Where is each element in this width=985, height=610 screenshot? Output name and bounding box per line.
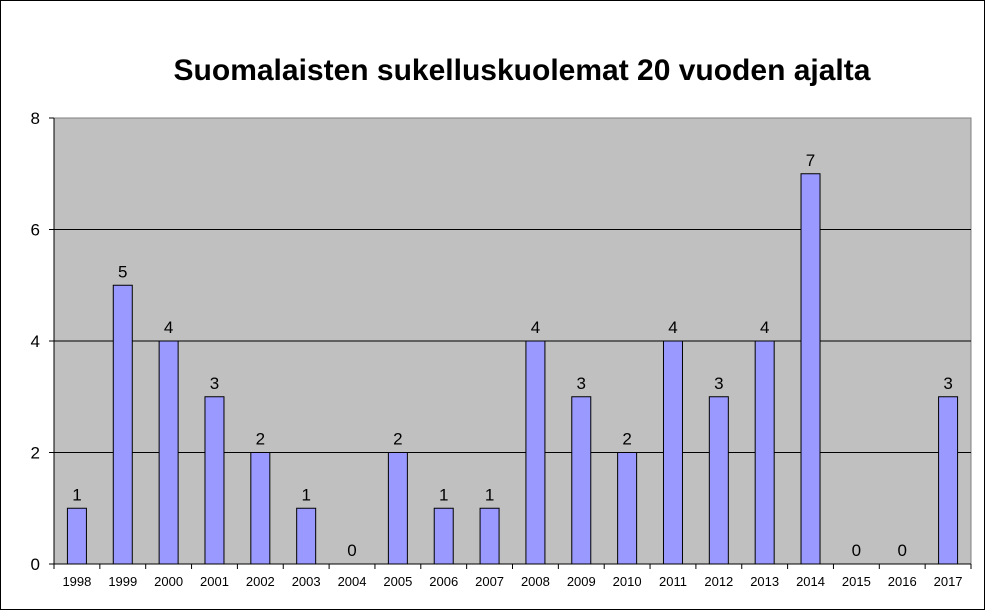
x-tick-label-2006: 2006 — [429, 574, 458, 589]
data-label-2002: 2 — [256, 430, 265, 449]
x-tick-label-2011: 2011 — [659, 574, 687, 589]
data-label-1999: 5 — [118, 262, 127, 281]
data-label-1998: 1 — [72, 485, 81, 504]
x-tick-label-2001: 2001 — [200, 574, 229, 589]
x-tick-label-2016: 2016 — [888, 574, 917, 589]
data-label-2003: 1 — [301, 485, 310, 504]
data-label-2016: 0 — [897, 541, 906, 560]
bar-2013 — [754, 340, 775, 565]
data-label-2013: 4 — [760, 318, 769, 337]
data-label-2007: 1 — [485, 485, 494, 504]
x-tick-label-1998: 1998 — [62, 574, 91, 589]
bar-2012 — [708, 396, 729, 565]
x-tick-label-1999: 1999 — [108, 574, 137, 589]
bar-2008 — [525, 340, 546, 565]
data-label-2011: 4 — [668, 318, 677, 337]
bar-2000 — [158, 340, 179, 565]
x-tick-label-2014: 2014 — [796, 574, 825, 589]
x-tick-label-2012: 2012 — [704, 574, 733, 589]
data-label-2010: 2 — [622, 430, 631, 449]
data-label-2008: 4 — [531, 318, 540, 337]
x-tick-label-2004: 2004 — [338, 574, 367, 589]
bars — [66, 173, 959, 565]
x-tick-label-2005: 2005 — [383, 574, 412, 589]
y-tick-label: 2 — [31, 444, 40, 463]
data-labels: 1 5 4 3 2 1 0 2 1 1 4 3 2 4 3 4 7 0 0 3 — [72, 151, 953, 560]
data-label-2012: 3 — [714, 374, 723, 393]
bar-2017 — [938, 396, 959, 565]
x-tick-label-2009: 2009 — [567, 574, 596, 589]
x-tick-label-2013: 2013 — [750, 574, 779, 589]
y-tick-label: 4 — [31, 332, 40, 351]
x-tick-label-2015: 2015 — [842, 574, 871, 589]
data-label-2009: 3 — [577, 374, 586, 393]
bar-1999 — [112, 284, 133, 565]
data-label-2004: 0 — [347, 541, 356, 560]
data-label-2017: 3 — [943, 374, 952, 393]
data-label-2006: 1 — [439, 485, 448, 504]
bar-2009 — [571, 396, 592, 565]
y-tick-label: 8 — [31, 109, 40, 128]
x-tick-label-2003: 2003 — [292, 574, 321, 589]
data-label-2015: 0 — [852, 541, 861, 560]
bar-1998 — [66, 507, 87, 565]
x-axis: 1998 1999 2000 2001 2002 2003 2004 2005 2006 2007… — [53, 563, 972, 589]
bar-2001 — [204, 396, 225, 565]
x-tick-label-2017: 2017 — [934, 574, 963, 589]
data-label-2001: 3 — [210, 374, 219, 393]
data-label-2005: 2 — [393, 430, 402, 449]
bar-2003 — [296, 507, 317, 565]
bar-2010 — [617, 452, 638, 565]
chart-title: Suomalaisten sukelluskuolemat 20 vuoden … — [174, 54, 871, 87]
y-axis: 0 2 4 6 8 — [31, 109, 55, 574]
y-tick-label: 0 — [31, 555, 40, 574]
data-label-2014: 7 — [806, 151, 815, 170]
bar-2011 — [662, 340, 683, 565]
bar-2005 — [387, 452, 408, 565]
bar-2007 — [479, 507, 500, 565]
data-label-2000: 4 — [164, 318, 173, 337]
x-tick-label-2002: 2002 — [246, 574, 275, 589]
bar-2002 — [250, 452, 271, 565]
x-tick-label-2008: 2008 — [521, 574, 550, 589]
x-tick-label-2007: 2007 — [475, 574, 504, 589]
bar-2014 — [800, 173, 821, 565]
x-tick-label-2010: 2010 — [613, 574, 642, 589]
bar-2006 — [433, 507, 454, 565]
y-tick-label: 6 — [31, 221, 40, 240]
x-tick-label-2000: 2000 — [154, 574, 183, 589]
